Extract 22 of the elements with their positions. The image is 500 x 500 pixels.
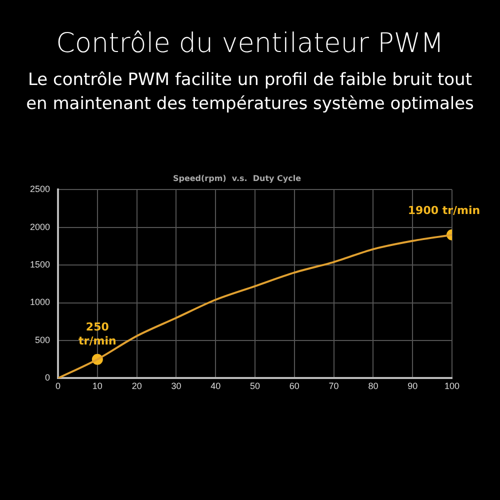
x-tick-label: 20	[132, 381, 142, 392]
chart-title: Contrôle du ventilateur PWM	[55, 28, 445, 59]
y-tick-label: 2500	[30, 184, 50, 194]
x-tick-label: 30	[171, 381, 182, 392]
y-tick-label: 2000	[30, 222, 50, 232]
x-tick-label: 80	[368, 381, 378, 392]
annotation: 250 tr/min	[78, 320, 116, 348]
text: Speed(rpm) v.s. Duty Cycle	[172, 174, 302, 183]
x-tick-label: 100	[444, 381, 460, 392]
annotation: 1900 tr/min	[408, 204, 480, 218]
x-tick-label: 60	[289, 381, 300, 392]
x-tick-label: 90	[408, 381, 418, 392]
y-tick-label: 1500	[30, 260, 50, 270]
y-tick-label: 500	[34, 334, 50, 345]
x-tick-label: 0	[56, 381, 61, 392]
y-tick-label: 1000	[30, 297, 50, 308]
x-tick-label: 70	[328, 381, 339, 392]
chart-subtitle: Le contrôle PWM facilite un profil de faible bruit tout en maintenant des températures système optimales	[25, 69, 475, 116]
y-tick-label: 0	[45, 372, 50, 383]
x-tick-label: 50	[250, 381, 260, 392]
x-tick-label: 10	[92, 381, 102, 392]
x-tick-label: 40	[210, 381, 221, 392]
